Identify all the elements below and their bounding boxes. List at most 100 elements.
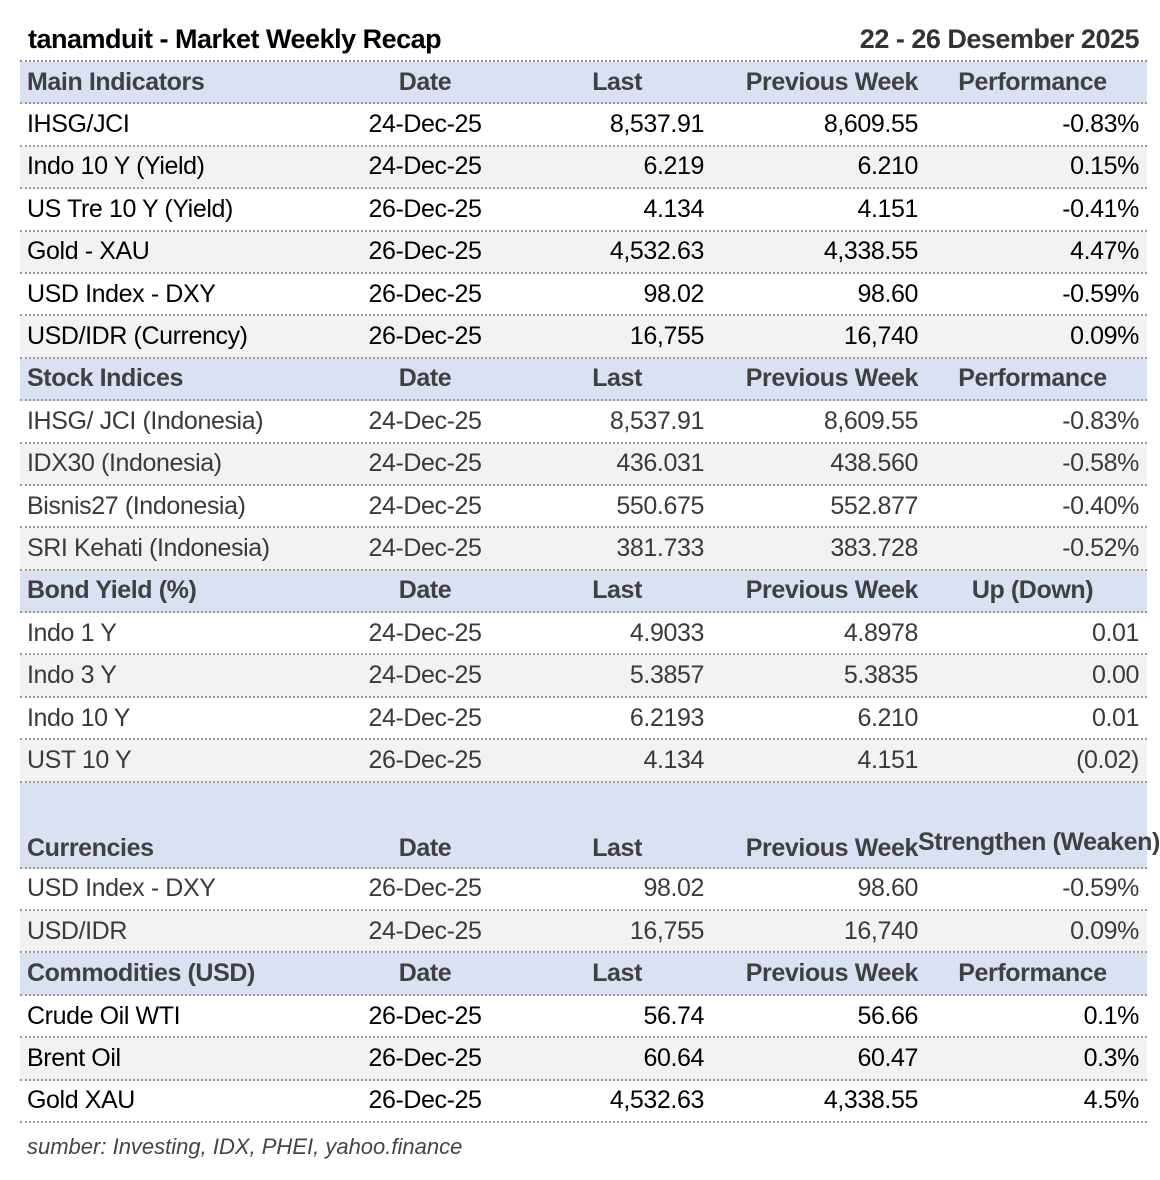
- instrument-name: Bisnis27 (Indonesia): [27, 491, 246, 520]
- last-value: 98.02: [643, 874, 704, 903]
- source-note: sumber: Investing, IDX, PHEI, yahoo.fina…: [27, 1134, 463, 1159]
- last-value: 4.9033: [629, 618, 704, 647]
- performance-value: 0.09%: [1070, 322, 1139, 351]
- performance-value: -0.52%: [1062, 533, 1139, 562]
- last-value: 4.134: [643, 194, 704, 223]
- table-row: Crude Oil WTI 26-Dec-25 56.74 56.66 0.1%: [20, 996, 1147, 1039]
- previous-week-value: 6.210: [857, 152, 918, 181]
- date-cell: 26-Dec-25: [368, 194, 482, 223]
- performance-value: 0.09%: [1070, 916, 1139, 945]
- performance-value: 0.15%: [1070, 152, 1139, 181]
- column-header: Date: [398, 576, 452, 605]
- table-row: USD/IDR (Currency) 26-Dec-25 16,755 16,740 0…: [20, 316, 1147, 359]
- date-cell: 24-Dec-25: [368, 152, 482, 181]
- table-row: USD Index - DXY 26-Dec-25 98.02 98.60 -0.59%: [20, 869, 1147, 912]
- column-header: Performance: [958, 364, 1107, 393]
- table-row: UST 10 Y 26-Dec-25 4.134 4.151 (0.02): [20, 740, 1147, 783]
- table-row: Bisnis27 (Indonesia) 24-Dec-25 550.675 552.…: [20, 486, 1147, 529]
- last-value: 6.219: [643, 152, 704, 181]
- table-row: Indo 1 Y 24-Dec-25 4.9033 4.8978 0.01: [20, 613, 1147, 656]
- instrument-name: Indo 1 Y: [27, 618, 117, 647]
- table-row: US Tre 10 Y (Yield) 26-Dec-25 4.134 4.151 -0…: [20, 189, 1147, 232]
- table-body: Main Indicators Date Last Previous Week Perf…: [20, 62, 1160, 1123]
- column-header: Date: [398, 959, 452, 988]
- title-bar: tanamduit - Market Weekly Recap 22 - 26 …: [20, 18, 1147, 62]
- column-header: Previous Week: [745, 833, 919, 862]
- previous-week-value: 4.151: [857, 745, 918, 774]
- previous-week-value: 552.877: [830, 491, 918, 520]
- instrument-name: USD/IDR (Currency): [27, 322, 248, 351]
- last-value: 98.02: [643, 279, 704, 308]
- last-value: 5.3857: [629, 661, 704, 690]
- column-header: Date: [398, 67, 452, 96]
- instrument-name: Gold - XAU: [27, 237, 150, 266]
- column-header: Previous Week: [745, 959, 919, 988]
- performance-value: -0.58%: [1062, 449, 1139, 478]
- last-value: 4,532.63: [609, 237, 705, 266]
- column-header: Performance: [958, 959, 1107, 988]
- section-header: Main Indicators Date Last Previous Week Perf…: [20, 62, 1147, 105]
- instrument-name: Crude Oil WTI: [27, 1001, 181, 1030]
- previous-week-value: 438.560: [830, 449, 918, 478]
- instrument-name: Indo 10 Y (Yield): [27, 152, 205, 181]
- previous-week-value: 60.47: [857, 1043, 918, 1072]
- previous-week-value: 4,338.55: [823, 1086, 919, 1115]
- report-title: tanamduit - Market Weekly Recap: [28, 23, 442, 54]
- instrument-name: USD Index - DXY: [27, 279, 216, 308]
- date-cell: 26-Dec-25: [368, 874, 482, 903]
- column-header: Bond Yield (%): [27, 576, 197, 605]
- instrument-name: USD Index - DXY: [27, 874, 216, 903]
- previous-week-value: 98.60: [857, 279, 918, 308]
- instrument-name: IHSG/JCI: [27, 110, 130, 139]
- performance-value: 4.47%: [1070, 237, 1139, 266]
- performance-value: -0.83%: [1062, 110, 1139, 139]
- column-header: Main Indicators: [27, 67, 205, 96]
- date-cell: 24-Dec-25: [368, 491, 482, 520]
- section-header: Stock Indices Date Last Previous Week Perfor…: [20, 358, 1147, 402]
- last-value: 4.134: [643, 745, 704, 774]
- previous-week-value: 56.66: [857, 1001, 918, 1030]
- column-header: Last: [592, 576, 642, 605]
- last-value: 436.031: [616, 449, 704, 478]
- performance-value: 4.5%: [1083, 1086, 1140, 1115]
- previous-week-value: 16,740: [843, 916, 918, 945]
- performance-value: -0.40%: [1062, 491, 1139, 520]
- date-cell: 24-Dec-25: [368, 110, 482, 139]
- section-header: Commodities (USD) Date Last Previous Week Pe…: [20, 953, 1147, 996]
- table-row: IHSG/JCI 24-Dec-25 8,537.91 8,609.55 -0.83%: [20, 104, 1147, 147]
- instrument-name: Brent Oil: [27, 1043, 121, 1072]
- previous-week-value: 8,609.55: [823, 110, 919, 139]
- date-cell: 24-Dec-25: [368, 533, 482, 562]
- performance-value: -0.41%: [1062, 194, 1139, 223]
- table-row: USD Index - DXY 26-Dec-25 98.02 98.60 -0.59%: [20, 274, 1147, 317]
- date-cell: 26-Dec-25: [368, 1043, 482, 1072]
- instrument-name: Indo 3 Y: [27, 661, 117, 690]
- instrument-name: Indo 10 Y: [27, 703, 130, 732]
- column-header: Last: [592, 833, 642, 862]
- last-value: 381.733: [616, 533, 704, 562]
- performance-value: -0.83%: [1062, 406, 1139, 435]
- date-cell: 26-Dec-25: [368, 322, 482, 351]
- last-value: 4,532.63: [609, 1086, 705, 1115]
- table-row: Indo 10 Y (Yield) 24-Dec-25 6.219 6.210 0.15…: [20, 146, 1147, 190]
- date-cell: 26-Dec-25: [368, 279, 482, 308]
- column-header: Previous Week: [745, 67, 919, 96]
- instrument-name: SRI Kehati (Indonesia): [27, 533, 270, 562]
- column-header: Previous Week: [745, 576, 919, 605]
- previous-week-value: 4.151: [857, 194, 918, 223]
- previous-week-value: 383.728: [830, 533, 918, 562]
- column-header: Performance: [958, 67, 1107, 96]
- performance-value: 0.3%: [1083, 1043, 1140, 1072]
- instrument-name: US Tre 10 Y (Yield): [27, 194, 233, 223]
- section-header: Currencies Date Last Previous Week Strengthe…: [20, 782, 1160, 869]
- table-row: IDX30 (Indonesia) 24-Dec-25 436.031 438.560…: [20, 443, 1147, 486]
- last-value: 16,755: [629, 916, 704, 945]
- instrument-name: UST 10 Y: [27, 745, 132, 774]
- previous-week-value: 98.60: [857, 874, 918, 903]
- section-header: Bond Yield (%) Date Last Previous Week Up (D…: [20, 570, 1147, 614]
- column-header: Stock Indices: [27, 364, 183, 393]
- instrument-name: IHSG/ JCI (Indonesia): [27, 406, 264, 435]
- instrument-name: IDX30 (Indonesia): [27, 449, 222, 478]
- column-header: Previous Week: [745, 364, 919, 393]
- previous-week-value: 16,740: [843, 322, 918, 351]
